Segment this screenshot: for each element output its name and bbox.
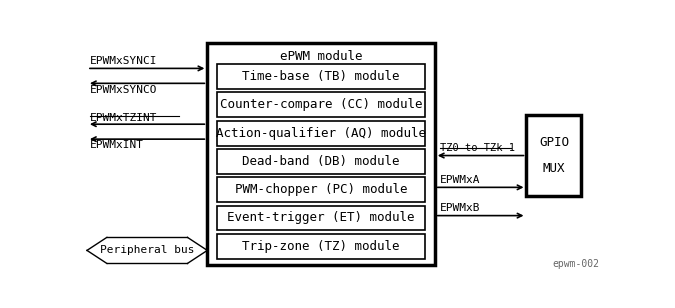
Text: Action-qualifier (AQ) module: Action-qualifier (AQ) module [216, 127, 426, 140]
Text: Dead-band (DB) module: Dead-band (DB) module [242, 155, 400, 168]
Text: Counter-compare (CC) module: Counter-compare (CC) module [220, 99, 423, 111]
Text: PWM-chopper (PC) module: PWM-chopper (PC) module [235, 183, 407, 196]
Text: Time-base (TB) module: Time-base (TB) module [242, 70, 400, 83]
Bar [217, 92, 425, 117]
Text: MUX: MUX [543, 162, 565, 175]
Text: Peripheral bus: Peripheral bus [100, 245, 194, 255]
Text: EPWMxB: EPWMxB [440, 203, 481, 213]
Text: ePWM module: ePWM module [280, 51, 362, 63]
Text: EPWMxINT: EPWMxINT [90, 140, 144, 150]
Bar [526, 115, 581, 196]
Text: GPIO: GPIO [539, 136, 569, 149]
Text: EPWMxSYNCI: EPWMxSYNCI [90, 55, 157, 66]
Bar [217, 177, 425, 202]
Text: Trip-zone (TZ) module: Trip-zone (TZ) module [242, 240, 400, 253]
Text: Event-trigger (ET) module: Event-trigger (ET) module [227, 212, 415, 225]
Text: EPWMxA: EPWMxA [440, 175, 481, 185]
Bar [217, 149, 425, 174]
Bar [217, 234, 425, 259]
Text: EPWMxTZINT: EPWMxTZINT [90, 113, 157, 123]
Text: EPWMxSYNCO: EPWMxSYNCO [90, 84, 157, 95]
Bar [207, 43, 435, 265]
Text: epwm-002: epwm-002 [553, 259, 599, 270]
Bar [217, 121, 425, 146]
Bar [217, 205, 425, 230]
Bar [217, 64, 425, 89]
Text: TZ0 to TZk-1: TZ0 to TZk-1 [440, 143, 515, 153]
